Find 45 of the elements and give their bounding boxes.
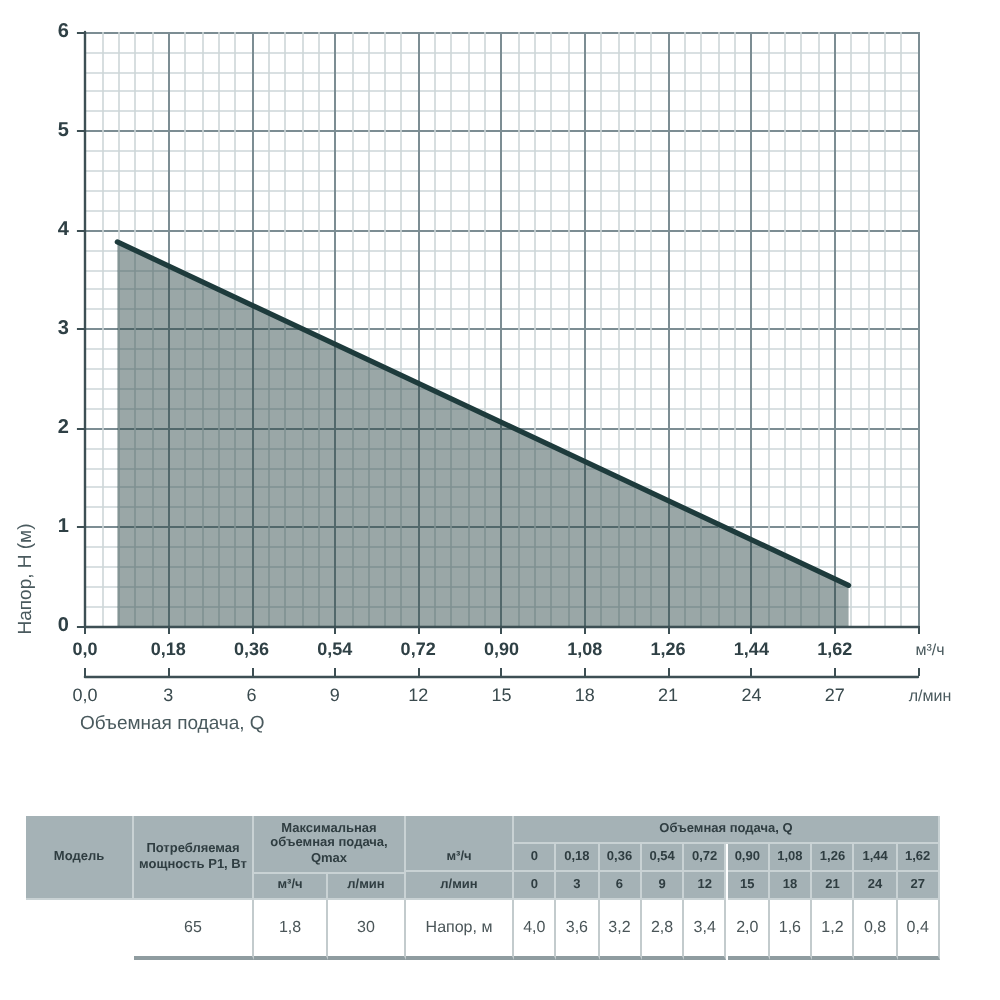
y-tick-label: 2 bbox=[57, 417, 70, 439]
x2-tick-label: 9 bbox=[329, 685, 340, 705]
x-tick-label: 1,26 bbox=[650, 639, 686, 659]
x-tick-label: 1,44 bbox=[733, 639, 769, 659]
y-axis-title: Напор, H (м) bbox=[15, 523, 37, 635]
text: 2,0 bbox=[736, 918, 759, 938]
text: Напор, м bbox=[425, 918, 493, 938]
text: 3,6 bbox=[565, 918, 588, 938]
x-tick-label: 0,36 bbox=[234, 639, 270, 659]
text: 0,8 bbox=[863, 918, 887, 938]
x2-tick-label: 3 bbox=[163, 685, 174, 705]
x-tick-label: 0,90 bbox=[483, 639, 519, 659]
text: 0,4 bbox=[906, 918, 929, 938]
x2-tick-label: 27 bbox=[824, 685, 845, 705]
text: 2,8 bbox=[650, 918, 674, 938]
x2-tick-label: 21 bbox=[658, 685, 679, 705]
x-tick-label: 0,54 bbox=[317, 639, 353, 659]
x2-tick-label: 6 bbox=[246, 685, 257, 705]
text: 1,8 bbox=[278, 918, 302, 938]
text: 3,4 bbox=[693, 918, 716, 938]
y-tick-label: 6 bbox=[57, 21, 70, 43]
text: Объемная подача, Q bbox=[80, 713, 265, 735]
x-tick-label: 0,72 bbox=[400, 639, 436, 659]
text: 3,2 bbox=[608, 918, 631, 938]
y-tick-label: 1 bbox=[57, 516, 70, 538]
text: 4,0 bbox=[523, 918, 546, 938]
x-tick-label: 0,18 bbox=[150, 639, 186, 659]
x-tick-label: 0,0 bbox=[72, 639, 98, 659]
x-tick-label: 1,08 bbox=[567, 639, 603, 659]
x2-tick-label: 18 bbox=[574, 685, 595, 705]
y-tick-label: 5 bbox=[57, 120, 70, 142]
x-axis-title: м³/ч bbox=[915, 641, 945, 659]
y-tick-label: 0 bbox=[57, 615, 70, 637]
y-tick-label: 3 bbox=[57, 318, 70, 340]
text: 1,6 bbox=[778, 918, 801, 938]
x2-tick-label: 24 bbox=[741, 685, 762, 705]
text: 1,2 bbox=[821, 918, 844, 938]
x2-tick-label: 0,0 bbox=[72, 685, 98, 705]
x2-axis-title: л/мин bbox=[908, 687, 952, 705]
x2-tick-label: 12 bbox=[408, 685, 429, 705]
x2-tick-label: 15 bbox=[491, 685, 512, 705]
y-tick-label: 4 bbox=[57, 219, 70, 241]
x-tick-label: 1,62 bbox=[817, 639, 853, 659]
text: 65 bbox=[184, 918, 202, 938]
text: 30 bbox=[357, 918, 375, 938]
